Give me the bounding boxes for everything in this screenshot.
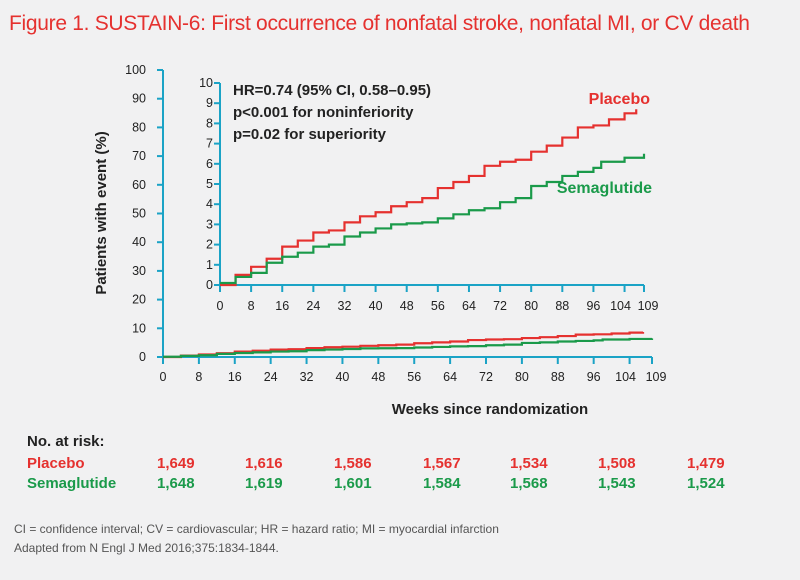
inset-y-tick-label: 0 xyxy=(206,278,213,292)
main-x-tick-label: 80 xyxy=(515,370,529,384)
main-y-tick-label: 60 xyxy=(132,178,146,192)
main-series-semaglutide xyxy=(163,337,654,358)
risk-value: 1,508 xyxy=(598,455,636,472)
inset-series-placebo xyxy=(220,109,638,287)
inset-x-tick-label: 88 xyxy=(555,299,569,313)
footnote-abbrev: CI = confidence interval; CV = cardiovas… xyxy=(14,522,499,536)
main-x-tick-label: 16 xyxy=(228,370,242,384)
main-x-tick-label: 32 xyxy=(300,370,314,384)
footnote-source: Adapted from N Engl J Med 2016;375:1834-… xyxy=(14,541,279,555)
risk-value: 1,601 xyxy=(334,475,372,492)
risk-value: 1,534 xyxy=(510,455,548,472)
main-y-tick-label: 50 xyxy=(132,207,146,221)
main-x-tick-label: 48 xyxy=(371,370,385,384)
risk-value: 1,479 xyxy=(687,455,725,472)
risk-row-label: Placebo xyxy=(27,455,85,472)
main-y-tick-label: 100 xyxy=(125,63,146,77)
inset-x-tick-label: 109 xyxy=(638,299,659,313)
risk-value: 1,543 xyxy=(598,475,636,492)
inset-y-tick-label: 8 xyxy=(206,116,213,130)
inset-x-tick-label: 56 xyxy=(431,299,445,313)
main-x-tick-label: 96 xyxy=(587,370,601,384)
main-x-tick-label: 0 xyxy=(160,370,167,384)
risk-value: 1,584 xyxy=(423,475,461,492)
main-y-tick-label: 70 xyxy=(132,149,146,163)
main-x-tick-label: 64 xyxy=(443,370,457,384)
risk-value: 1,616 xyxy=(245,455,283,472)
main-x-tick-label: 56 xyxy=(407,370,421,384)
main-y-tick-label: 80 xyxy=(132,120,146,134)
inset-x-tick-label: 72 xyxy=(493,299,507,313)
main-y-tick-label: 40 xyxy=(132,235,146,249)
inset-x-tick-label: 64 xyxy=(462,299,476,313)
risk-value: 1,619 xyxy=(245,475,283,492)
risk-row-label: Semaglutide xyxy=(27,475,117,492)
inset-x-tick-label: 40 xyxy=(369,299,383,313)
inset-y-tick-label: 7 xyxy=(206,137,213,151)
inset-y-tick-label: 1 xyxy=(206,258,213,272)
inset-series-semaglutide xyxy=(220,153,646,285)
inset-y-tick-label: 4 xyxy=(206,197,213,211)
inset-y-tick-label: 6 xyxy=(206,157,213,171)
main-x-tick-label: 40 xyxy=(335,370,349,384)
annotation-1: p<0.001 for noninferiority xyxy=(233,104,414,121)
inset-y-tick-label: 9 xyxy=(206,96,213,110)
inset-x-tick-label: 104 xyxy=(610,299,631,313)
legend-semaglutide: Semaglutide xyxy=(557,180,652,197)
inset-y-tick-label: 5 xyxy=(206,177,213,191)
annotation-0: HR=0.74 (95% CI, 0.58–0.95) xyxy=(233,82,431,99)
main-x-tick-label: 72 xyxy=(479,370,493,384)
annotation-2: p=0.02 for superiority xyxy=(233,126,387,143)
inset-x-tick-label: 96 xyxy=(586,299,600,313)
inset-x-tick-label: 8 xyxy=(248,299,255,313)
inset-y-tick-label: 2 xyxy=(206,238,213,252)
risk-value: 1,649 xyxy=(157,455,195,472)
inset-x-tick-label: 24 xyxy=(306,299,320,313)
inset-y-tick-label: 10 xyxy=(199,76,213,90)
inset-x-tick-label: 16 xyxy=(275,299,289,313)
risk-value: 1,567 xyxy=(423,455,461,472)
inset-x-tick-label: 32 xyxy=(338,299,352,313)
main-y-tick-label: 90 xyxy=(132,92,146,106)
main-x-tick-label: 8 xyxy=(195,370,202,384)
risk-label: No. at risk: xyxy=(27,433,105,450)
main-y-tick-label: 10 xyxy=(132,321,146,335)
main-x-tick-label: 24 xyxy=(264,370,278,384)
main-x-tick-label: 109 xyxy=(646,370,667,384)
risk-value: 1,648 xyxy=(157,475,195,492)
y-axis-title: Patients with event (%) xyxy=(93,131,110,294)
main-x-tick-label: 104 xyxy=(615,370,636,384)
x-axis-title: Weeks since randomization xyxy=(392,401,588,418)
risk-value: 1,568 xyxy=(510,475,548,492)
inset-x-tick-label: 0 xyxy=(217,299,224,313)
main-y-tick-label: 20 xyxy=(132,293,146,307)
inset-x-tick-label: 80 xyxy=(524,299,538,313)
inset-x-tick-label: 48 xyxy=(400,299,414,313)
main-x-tick-label: 88 xyxy=(551,370,565,384)
risk-value: 1,524 xyxy=(687,475,725,492)
main-y-tick-label: 30 xyxy=(132,264,146,278)
inset-y-tick-label: 3 xyxy=(206,217,213,231)
risk-value: 1,586 xyxy=(334,455,372,472)
legend-placebo: Placebo xyxy=(589,91,651,108)
chart-title: Figure 1. SUSTAIN-6: First occurrence of… xyxy=(9,12,750,35)
main-y-tick-label: 0 xyxy=(139,350,146,364)
